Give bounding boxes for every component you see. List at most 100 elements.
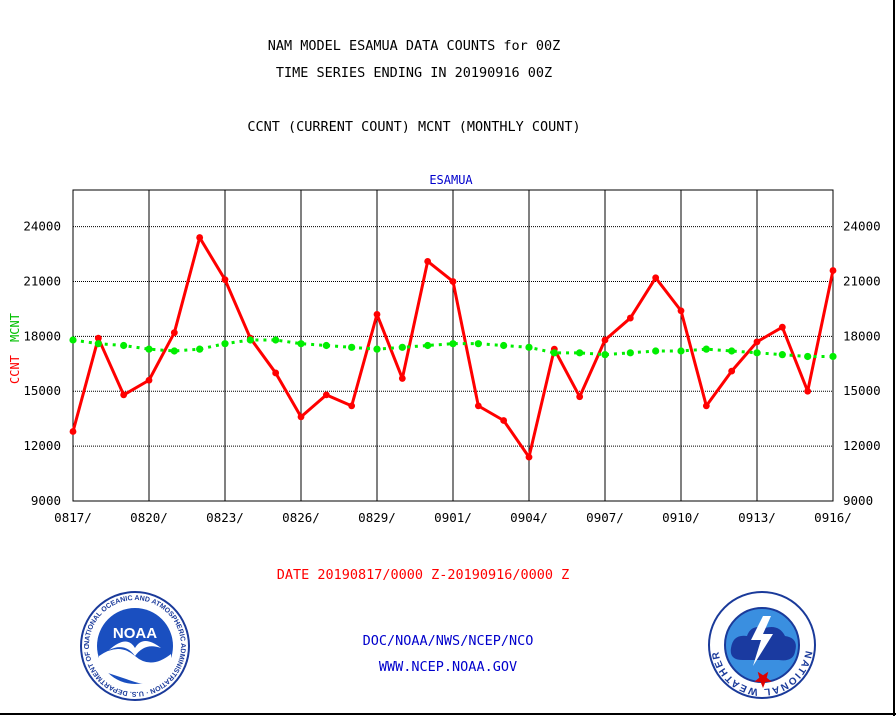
ccnt-point <box>702 402 710 410</box>
plot-frame <box>72 189 834 502</box>
ccnt-point <box>576 393 584 401</box>
mcnt-point <box>804 352 812 361</box>
x-axis-label: DATE 20190817/0000 Z-20190916/0000 Z <box>277 567 570 583</box>
ccnt-point <box>804 387 812 395</box>
y-tick-label-right: 15000 <box>843 383 881 398</box>
ccnt-point <box>373 311 381 318</box>
time-series-chart: ESAMUA CCNT MCNT 0817/0820/0823/0826/082… <box>8 173 881 583</box>
mcnt-point <box>94 340 102 348</box>
mcnt-point <box>322 341 330 350</box>
mcnt-point <box>246 336 254 344</box>
ccnt-point <box>120 391 128 399</box>
y-axis-label-ccnt: CCNT <box>8 355 22 384</box>
x-tick-label: 0913/ <box>738 510 776 525</box>
frame-bottom-edge <box>0 713 896 715</box>
mcnt-point <box>120 341 128 350</box>
x-tick-label: 0910/ <box>662 510 700 525</box>
ccnt-point <box>196 234 204 241</box>
ccnt-point <box>170 329 178 337</box>
ccnt-point <box>272 369 280 377</box>
x-tick-label: 0820/ <box>130 510 168 525</box>
ccnt-point <box>525 453 533 461</box>
mcnt-point <box>652 347 660 355</box>
y-axis-label-mcnt: MCNT <box>8 313 22 342</box>
mcnt-point <box>145 345 153 353</box>
ticks-layer: 0817/0820/0823/0826/0829/0901/0904/0907/… <box>23 219 880 525</box>
ccnt-point <box>626 314 634 322</box>
ccnt-point <box>474 402 482 410</box>
ccnt-point <box>348 402 356 410</box>
ccnt-point <box>652 274 660 282</box>
mcnt-point <box>601 351 609 359</box>
x-tick-label: 0829/ <box>358 510 396 525</box>
footer-line1: DOC/NOAA/NWS/NCEP/NCO <box>362 633 534 649</box>
mcnt-point <box>196 345 204 353</box>
ccnt-point <box>94 334 102 342</box>
y-tick-label-left: 9000 <box>31 493 61 508</box>
x-tick-label: 0826/ <box>282 510 320 525</box>
ccnt-point <box>322 391 330 399</box>
mcnt-point <box>221 340 229 348</box>
footer-line2[interactable]: WWW.NCEP.NOAA.GOV <box>378 659 518 675</box>
mcnt-point <box>424 341 432 350</box>
mcnt-point <box>728 347 736 355</box>
x-tick-label: 0823/ <box>206 510 244 525</box>
y-tick-label-right: 12000 <box>843 438 881 453</box>
y-tick-label-right: 9000 <box>843 493 873 508</box>
x-tick-label: 0817/ <box>54 510 92 525</box>
ccnt-point <box>677 307 685 315</box>
ccnt-point <box>728 367 736 375</box>
x-tick-label: 0907/ <box>586 510 624 525</box>
mcnt-point <box>449 340 457 348</box>
ccnt-point <box>221 276 229 284</box>
mcnt-point <box>69 336 77 344</box>
mcnt-point <box>753 349 761 357</box>
x-tick-label: 0904/ <box>510 510 548 525</box>
y-tick-label-left: 21000 <box>23 273 61 288</box>
ccnt-point <box>69 428 77 435</box>
mcnt-point <box>829 352 837 361</box>
ccnt-point <box>145 376 153 384</box>
mcnt-point <box>677 347 685 355</box>
ccnt-point <box>449 278 457 285</box>
y-tick-label-left: 24000 <box>23 219 61 234</box>
y-tick-label-left: 12000 <box>23 438 61 453</box>
page-title-line2: TIME SERIES ENDING IN 20190916 00Z <box>275 65 553 81</box>
y-tick-label-right: 18000 <box>843 328 881 343</box>
noaa-logo: NATIONAL OCEANIC AND ATMOSPHERIC ADMINIS… <box>79 590 190 701</box>
mcnt-point <box>550 349 558 357</box>
ccnt-point <box>297 413 305 421</box>
noaa-logo-text: NOAA <box>113 625 157 642</box>
ccnt-point <box>500 417 508 424</box>
mcnt-point <box>170 347 178 355</box>
ccnt-point <box>398 375 406 382</box>
ccnt-point <box>778 323 786 331</box>
ccnt-point <box>829 267 837 274</box>
y-tick-label-left: 18000 <box>23 328 61 343</box>
mcnt-point <box>778 351 786 359</box>
frame-right-edge <box>893 0 895 716</box>
ccnt-point <box>753 338 761 346</box>
mcnt-point <box>576 349 584 357</box>
mcnt-point <box>702 345 710 353</box>
page-title-line1: NAM MODEL ESAMUA DATA COUNTS for 00Z <box>267 38 561 54</box>
page-subtitle: CCNT (CURRENT COUNT) MCNT (MONTHLY COUNT… <box>247 119 581 135</box>
mcnt-point <box>272 336 280 344</box>
y-tick-label-right: 21000 <box>843 273 881 288</box>
y-tick-label-right: 24000 <box>843 219 881 234</box>
mcnt-point <box>348 343 356 351</box>
mcnt-point <box>297 340 305 348</box>
mcnt-point <box>525 343 533 351</box>
mcnt-point <box>373 345 381 353</box>
x-tick-label: 0916/ <box>814 510 852 525</box>
ccnt-point <box>601 336 609 344</box>
nws-logo: NATIONAL WEATHER SERVICE <box>707 590 816 699</box>
x-tick-label: 0901/ <box>434 510 472 525</box>
y-tick-label-left: 15000 <box>23 383 61 398</box>
ccnt-point <box>424 257 432 265</box>
plot-title: ESAMUA <box>429 173 473 187</box>
mcnt-point <box>398 343 406 351</box>
mcnt-point <box>626 349 634 357</box>
mcnt-point <box>474 340 482 348</box>
